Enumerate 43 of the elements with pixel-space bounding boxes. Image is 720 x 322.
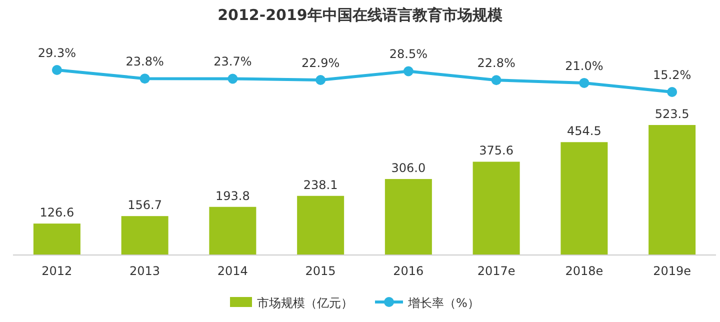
legend-label: 增长率（%） [407,296,480,310]
data-label: 454.5 [567,124,602,138]
legend-label: 市场规模（亿元） [257,296,353,310]
data-label: 156.7 [128,198,162,212]
x-tick-label: 2016 [393,264,424,278]
point [52,65,62,75]
point [667,87,678,97]
bar [384,179,432,255]
x-tick-label: 2015 [305,264,336,278]
data-label: 126.6 [40,206,74,220]
bar [297,196,344,255]
data-label: 29.3% [38,46,76,60]
bar [33,224,80,255]
x-tick-label: 2019e [653,264,692,278]
point [579,78,590,88]
point [228,74,238,84]
data-label: 15.2% [653,68,692,82]
x-tick-label: 2013 [130,264,160,278]
bar [560,142,608,255]
data-label: 193.8 [216,188,250,203]
bar [121,216,168,255]
chart-title: 2012-2019年中国在线语言教育市场规模 [218,6,504,24]
x-tick-label: 2012 [42,264,72,278]
x-tick-label: 2014 [217,264,248,278]
data-label: 22.9% [302,56,340,70]
point [316,74,326,85]
bar [209,206,256,255]
data-label: 22.8% [477,56,516,70]
x-tick-label: 2017e [477,264,516,278]
data-label: 23.8% [126,54,164,69]
point [491,75,502,86]
data-label: 238.1 [303,178,338,192]
bar [472,162,520,255]
data-label: 375.6 [479,144,514,158]
x-tick-label: 2018e [565,264,604,278]
point [140,74,150,84]
point [403,66,414,76]
data-label: 23.7% [214,54,252,69]
data-label: 28.5% [389,47,428,62]
bar [648,125,696,255]
data-label: 21.0% [565,58,604,73]
data-label: 306.0 [391,161,426,176]
data-label: 523.5 [654,107,690,121]
